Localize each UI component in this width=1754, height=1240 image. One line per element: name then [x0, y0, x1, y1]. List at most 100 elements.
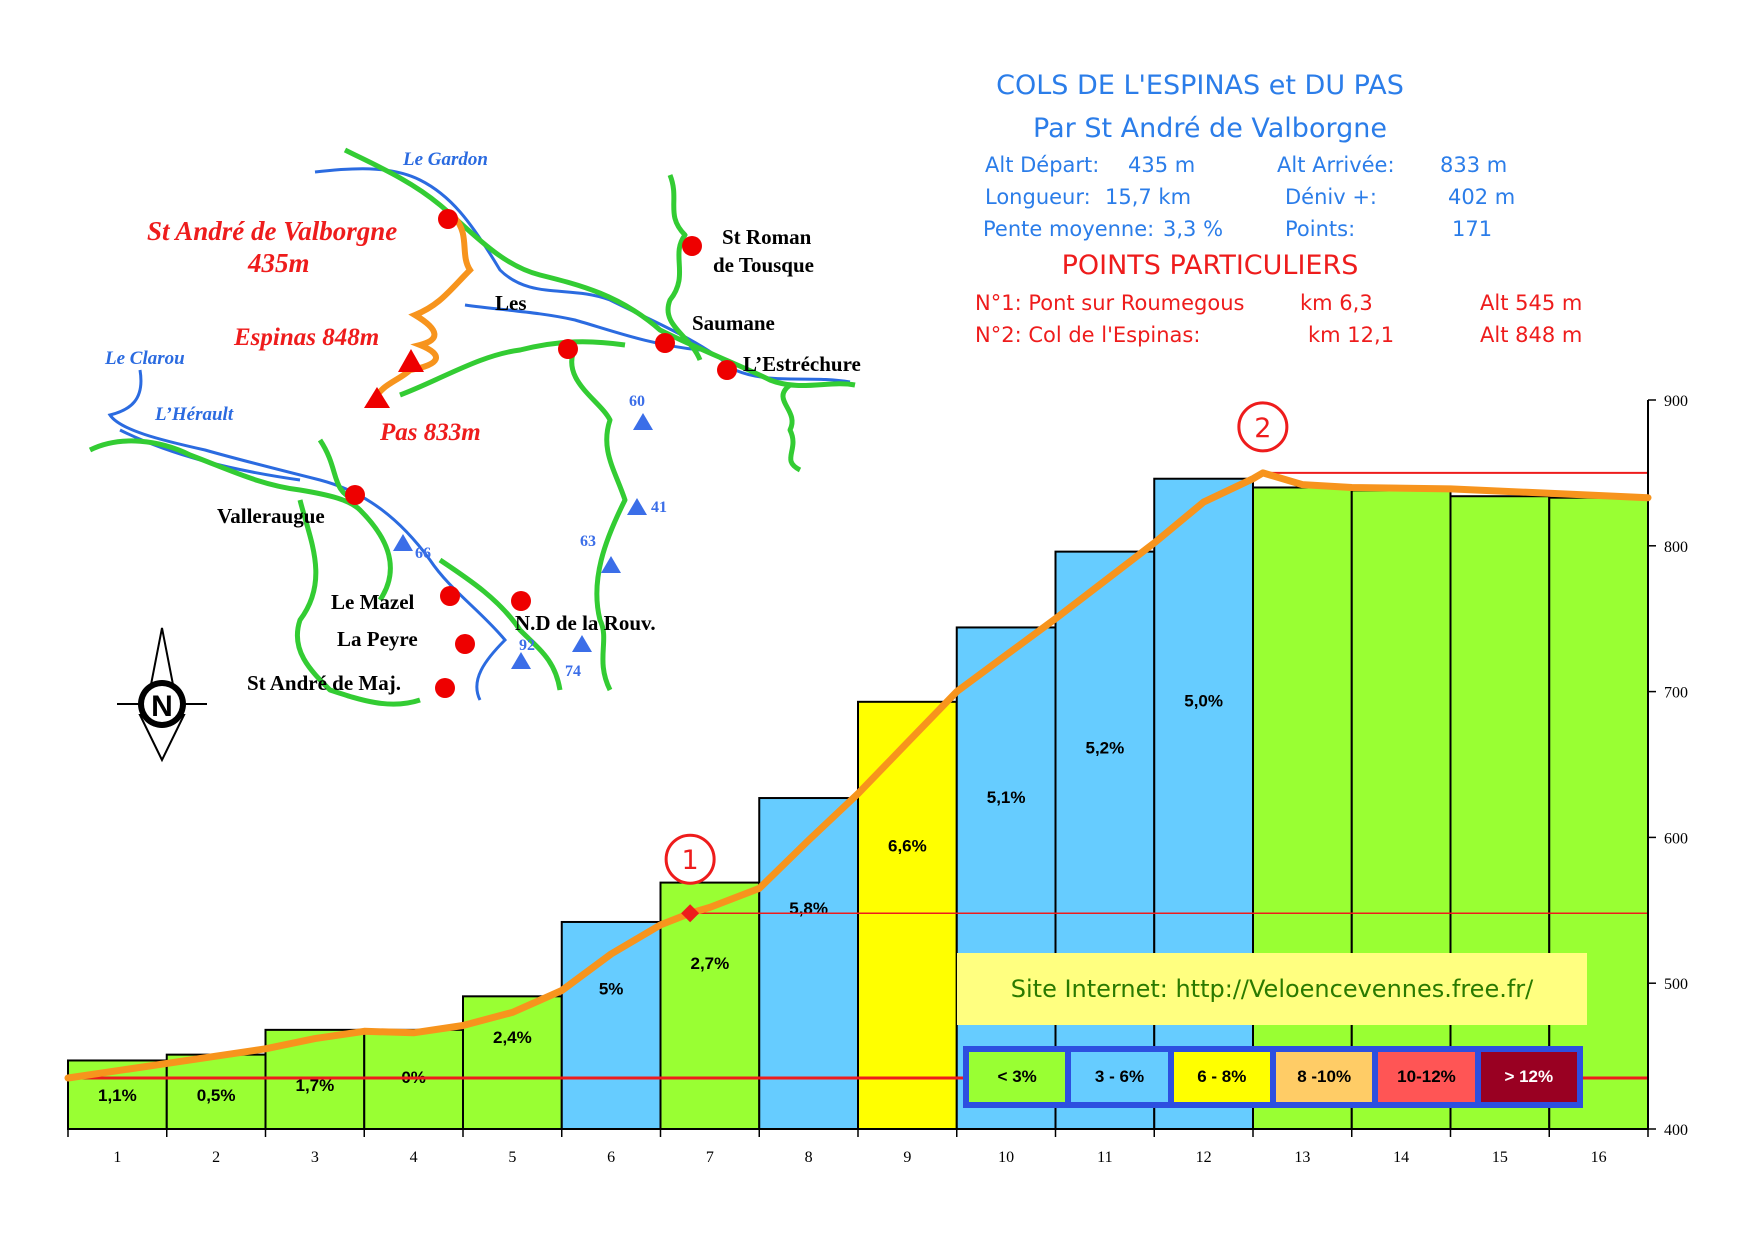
alt-depart-label: Alt Départ: [985, 153, 1100, 177]
x-tick-label-16: 16 [1591, 1149, 1607, 1166]
x-tick-label-10: 10 [998, 1149, 1014, 1166]
x-tick-label-4: 4 [410, 1149, 418, 1166]
bar-9 [857, 700, 958, 1131]
label-nd-rouv: N.D de la Rouv. [515, 611, 656, 635]
bar-12 [1153, 477, 1254, 1130]
x-tick-label-15: 15 [1492, 1149, 1508, 1166]
pass-74-icon [572, 635, 592, 652]
point-badge-label-2: 2 [1254, 413, 1271, 444]
label-pas: Pas 833m [379, 419, 481, 446]
marker-st-andre-valborgne [438, 209, 458, 229]
bars-layer: 1,1% 0,5%1,7% 0%2,4%5%2,7%5,8%6,6%5,1%5,2%… [67, 477, 1649, 1131]
label-st-andre-valborgne: St André de Valborgne [147, 216, 397, 246]
slope-label-2: 0,5% [197, 1086, 236, 1105]
slope-label-8: 5,8% [789, 899, 828, 918]
map-town-markers [345, 209, 737, 698]
bar-2 [165, 1053, 267, 1130]
bar-11 [1054, 550, 1156, 1130]
marker-st-andre-maj [435, 678, 455, 698]
y-tick-label-900: 900 [1664, 393, 1688, 410]
slope-label-1: 1,1% [98, 1086, 137, 1105]
slope-label-12: 5,0% [1184, 691, 1223, 710]
bar-13 [1252, 486, 1353, 1131]
site-url-box: Site Internet: http://Veloencevennes.fre… [957, 953, 1587, 1025]
marker-la-peyre [455, 634, 475, 654]
slope-label-10: 5,1% [987, 788, 1026, 807]
longueur-label: Longueur: [985, 185, 1091, 209]
marker-pas [364, 387, 390, 408]
x-tick-label-12: 12 [1196, 1149, 1212, 1166]
x-tick-label-3: 3 [311, 1149, 319, 1166]
label-st-andre-maj: St André de Maj. [247, 671, 401, 695]
point-badge-1 [664, 833, 716, 885]
legend-item-8-10: 8 -10% [1272, 1049, 1376, 1105]
bar-14 [1350, 489, 1452, 1130]
pass-66-icon [393, 534, 413, 551]
y-tick-label-600: 600 [1664, 830, 1688, 847]
river-clarou-label: Le Clarou [104, 348, 185, 369]
slope-label-6: 5% [599, 979, 624, 998]
points-particuliers-title: POINTS PARTICULIERS [1061, 250, 1359, 281]
x-tick-label-14: 14 [1393, 1149, 1409, 1166]
pente-label: Pente moyenne: [983, 217, 1155, 241]
marker-les [558, 339, 578, 359]
x-tick-label-5: 5 [508, 1149, 516, 1166]
map-pass-markers-blue [393, 413, 653, 669]
y-tick-label-500: 500 [1664, 976, 1688, 993]
legend-item-10-12: 10-12% [1375, 1049, 1478, 1105]
x-tick-label-13: 13 [1294, 1149, 1310, 1166]
alt-arrivee-value: 833 m [1440, 153, 1508, 177]
label-les: Les [495, 291, 527, 315]
pass-41-icon [627, 498, 647, 515]
x-tick-label-7: 7 [706, 1149, 714, 1166]
markers-layer: 12 [664, 401, 1289, 923]
y-tick-label-400: 400 [1664, 1122, 1688, 1139]
pass-74-label: 74 [565, 663, 581, 680]
bar-16 [1548, 496, 1649, 1131]
x-tick-label-11: 11 [1097, 1149, 1112, 1166]
deniv-label: Déniv +: [1285, 185, 1378, 209]
y-tick-label-700: 700 [1664, 685, 1688, 702]
marker-saumane [655, 333, 675, 353]
x-tick-label-6: 6 [607, 1149, 615, 1166]
elevation-profile-line [64, 469, 1652, 1082]
label-la-peyre: La Peyre [337, 627, 418, 651]
pente-value: 3,3 % [1163, 217, 1224, 241]
label-estrechure: L’Estréchure [743, 352, 861, 376]
legend-item-6-8: 6 - 8% [1170, 1049, 1273, 1105]
point-marker-1 [681, 904, 700, 923]
point2-name: N°2: Col de l'Espinas: [975, 323, 1201, 347]
alt-depart-value: 435 m [1128, 153, 1196, 177]
pass-66-label: 66 [415, 545, 431, 562]
slope-label-7: 2,7% [691, 954, 730, 973]
bar-15 [1449, 495, 1551, 1130]
y-tick-label-800: 800 [1664, 539, 1688, 556]
axes: 1 2 3 4 5 6 7 8 9 10 11 12 13 14 15 1640050060070080090… [67, 393, 1688, 1166]
chart-title: COLS DE L'ESPINAS et DU PAS [996, 70, 1404, 101]
label-st-roman-1: St Roman [722, 225, 812, 249]
marker-st-roman [682, 236, 702, 256]
x-tick-label-2: 2 [212, 1149, 220, 1166]
point1-name: N°1: Pont sur Roumegous [975, 291, 1245, 315]
compass-letter: N [151, 690, 173, 723]
slope-label-3: 1,7% [296, 1076, 335, 1095]
point-badge-2 [1237, 401, 1289, 453]
point1-alt: Alt 545 m [1480, 291, 1583, 315]
legend-item-lt3: < 3% [966, 1049, 1069, 1105]
pass-41-label: 41 [651, 499, 667, 516]
river-herault-label: L’Hérault [154, 404, 234, 425]
compass-icon: N [117, 627, 207, 763]
legend-item-gt12: > 12% [1477, 1049, 1580, 1105]
alt-arrivee-label: Alt Arrivée: [1277, 153, 1395, 177]
points-value: 171 [1452, 217, 1493, 241]
pass-60-icon [633, 413, 653, 430]
route-map: Le Gardon Le Clarou L’Hérault St André d… [88, 147, 861, 763]
slope-legend: < 3% 3 - 6% 6 - 8% 8 -10% 10-12% > 12% [963, 1046, 1583, 1108]
map-pass-markers-red [364, 349, 424, 408]
label-valleraugue: Valleraugue [217, 504, 325, 528]
marker-nd-rouv [511, 591, 531, 611]
label-st-roman-2: de Tousque [713, 253, 814, 277]
longueur-value: 15,7 km [1105, 185, 1192, 209]
point2-km: km 12,1 [1308, 323, 1395, 347]
label-st-andre-altitude: 435m [247, 248, 310, 278]
